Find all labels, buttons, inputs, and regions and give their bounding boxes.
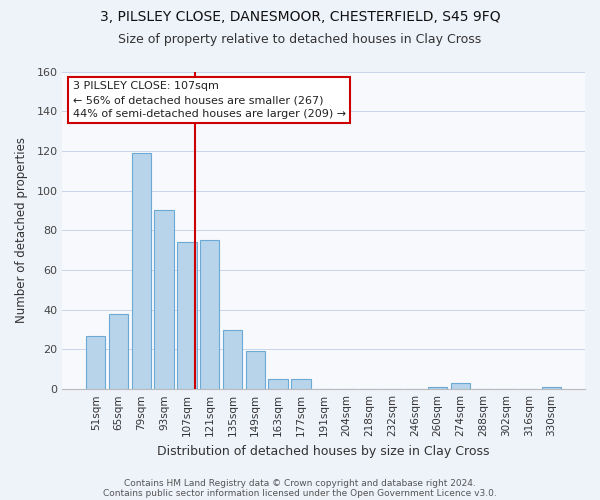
Bar [268,380,288,389]
Bar [223,330,242,389]
Bar [428,387,447,389]
Text: 3 PILSLEY CLOSE: 107sqm
← 56% of detached houses are smaller (267)
44% of semi-d: 3 PILSLEY CLOSE: 107sqm ← 56% of detache… [73,81,346,119]
X-axis label: Distribution of detached houses by size in Clay Cross: Distribution of detached houses by size … [157,444,490,458]
Bar [154,210,174,389]
Text: Contains HM Land Registry data © Crown copyright and database right 2024.: Contains HM Land Registry data © Crown c… [124,478,476,488]
Bar [177,242,197,389]
Bar [451,383,470,389]
Y-axis label: Number of detached properties: Number of detached properties [15,138,28,324]
Bar [200,240,220,389]
Bar [131,153,151,389]
Bar [291,380,311,389]
Bar [542,387,561,389]
Bar [245,352,265,389]
Text: 3, PILSLEY CLOSE, DANESMOOR, CHESTERFIELD, S45 9FQ: 3, PILSLEY CLOSE, DANESMOOR, CHESTERFIEL… [100,10,500,24]
Text: Size of property relative to detached houses in Clay Cross: Size of property relative to detached ho… [118,32,482,46]
Bar [86,336,106,389]
Text: Contains public sector information licensed under the Open Government Licence v3: Contains public sector information licen… [103,488,497,498]
Bar [109,314,128,389]
